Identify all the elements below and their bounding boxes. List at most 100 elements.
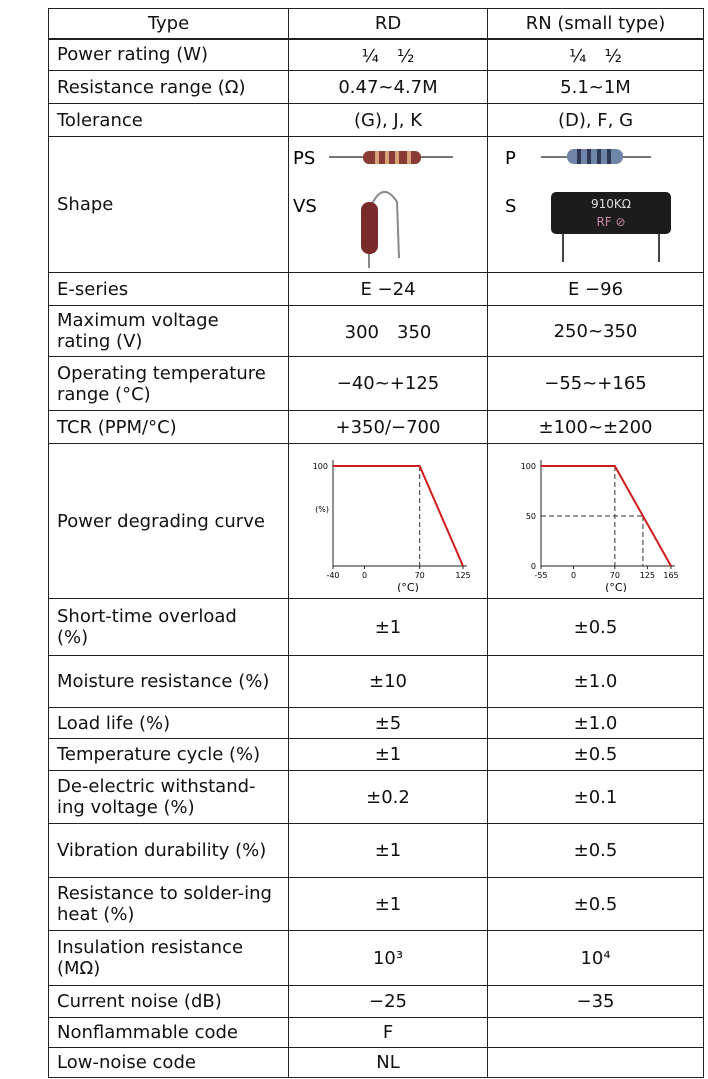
label-cell: Short-time overload (%)	[49, 599, 289, 656]
value-cell: ±1.0	[488, 708, 704, 739]
row-label: Maximum voltage rating (V)	[57, 310, 272, 352]
value-cell: ¼ ½	[488, 39, 704, 71]
row-label: Power rating (W)	[57, 44, 208, 65]
label-cell: Temperature cycle (%)	[49, 739, 289, 771]
spec-sheet: TypeRDRN (small type) Power rating (W) ¼ ½…	[0, 0, 708, 1079]
resistor-body	[567, 149, 623, 164]
label-cell: Maximum voltage rating (V)	[49, 306, 289, 357]
spec-row: Short-time overload (%)±1±0.5	[49, 599, 704, 656]
value-cell: ±5	[289, 708, 488, 739]
spec-row: Nonflammable code F	[49, 1018, 704, 1048]
row-label: Shape	[57, 194, 113, 215]
value-cell: −35	[488, 986, 704, 1018]
value-cell: F	[289, 1018, 488, 1048]
row-label: Vibration durability (%)	[57, 840, 266, 861]
label-cell: Shape	[49, 137, 289, 273]
row-label: De-electric withstand-ing voltage (%)	[57, 776, 272, 818]
shape-drawing: PS910KΩRF ⊘	[501, 140, 691, 270]
band	[375, 151, 379, 164]
spec-row: TCR (PPM/°C)+350/−700±100~±200	[49, 411, 704, 444]
label-cell: De-electric withstand-ing voltage (%)	[49, 771, 289, 824]
row-label: Power degrading curve	[57, 511, 265, 532]
y-tick-label: 100	[313, 462, 328, 471]
value-cell: ±0.5	[488, 599, 704, 656]
label-cell: Insulation resistance (MΩ)	[49, 931, 289, 986]
value-cell: −55~+165	[488, 357, 704, 411]
band	[407, 151, 411, 164]
label-cell: Resistance range (Ω)	[49, 71, 289, 104]
value-cell: 300 350	[289, 306, 488, 357]
x-unit: (°C)	[397, 581, 419, 592]
shape-label: PS	[293, 148, 315, 169]
label-cell: TCR (PPM/°C)	[49, 411, 289, 444]
label-cell: Vibration durability (%)	[49, 824, 289, 878]
spec-row: Temperature cycle (%)±1±0.5	[49, 739, 704, 771]
value-cell: 250~350	[488, 306, 704, 357]
band	[395, 151, 399, 164]
spec-row: Tolerance (G), J, K(D), F, G	[49, 104, 704, 137]
x-tick-label: 0	[570, 571, 575, 580]
row-label: Low-noise code	[57, 1052, 196, 1073]
value-cell: NL	[289, 1048, 488, 1078]
row-label: Resistance range (Ω)	[57, 77, 246, 98]
value-cell: 0.47~4.7M	[289, 71, 488, 104]
value-cell: 050100-55070125165(°C)	[488, 444, 704, 599]
row-label: TCR (PPM/°C)	[57, 417, 177, 438]
value-cell: ±0.2	[289, 771, 488, 824]
row-label: Moisture resistance (%)	[57, 671, 269, 692]
header-cell: RD	[289, 9, 488, 39]
x-tick-label: -40	[326, 571, 339, 580]
curve	[333, 466, 463, 566]
spec-row: Load life (%)±5±1.0	[49, 708, 704, 739]
label-cell: Current noise (dB)	[49, 986, 289, 1018]
row-label: Current noise (dB)	[57, 991, 222, 1012]
y-unit: (%)	[315, 505, 329, 514]
label-cell: E-series	[49, 273, 289, 306]
spec-row: Low-noise code NL	[49, 1048, 704, 1078]
row-label: Insulation resistance (MΩ)	[57, 937, 272, 979]
row-label: Nonflammable code	[57, 1022, 238, 1043]
value-cell: 100(%)-40070125(°C)	[289, 444, 488, 599]
header-cell: Type	[49, 9, 289, 39]
x-tick-label: 125	[639, 571, 654, 580]
value-cell: −25	[289, 986, 488, 1018]
row-label: Temperature cycle (%)	[57, 744, 260, 765]
package-marking: 910KΩ	[591, 197, 631, 211]
value-cell: ±0.5	[488, 824, 704, 878]
row-label: E-series	[57, 279, 128, 300]
value-cell: E −24	[289, 273, 488, 306]
value-cell: 10⁴	[488, 931, 704, 986]
value-cell: (G), J, K	[289, 104, 488, 137]
value-cell: ±10	[289, 656, 488, 708]
value-cell: 5.1~1M	[488, 71, 704, 104]
label-cell: Nonflammable code	[49, 1018, 289, 1048]
label-cell: Load life (%)	[49, 708, 289, 739]
value-cell: ±0.5	[488, 878, 704, 931]
label-cell: Power rating (W)	[49, 39, 289, 71]
value-cell: ¼ ½	[289, 39, 488, 71]
resistor-body	[363, 151, 421, 164]
value-cell: +350/−700	[289, 411, 488, 444]
value-cell: ±1	[289, 878, 488, 931]
band	[587, 149, 591, 164]
row-label: Short-time overload (%)	[57, 606, 272, 648]
spec-row: Resistance to solder-ing heat (%)±1±0.5	[49, 878, 704, 931]
value-cell	[488, 1018, 704, 1048]
value-cell: (D), F, G	[488, 104, 704, 137]
band	[597, 149, 601, 164]
y-tick-label: 50	[525, 512, 535, 521]
value-cell	[488, 1048, 704, 1078]
label-cell: Resistance to solder-ing heat (%)	[49, 878, 289, 931]
spec-row: Current noise (dB) −25−35	[49, 986, 704, 1018]
x-tick-label: 70	[415, 571, 425, 580]
row-label: Tolerance	[57, 110, 143, 131]
resistor-body	[361, 202, 378, 254]
